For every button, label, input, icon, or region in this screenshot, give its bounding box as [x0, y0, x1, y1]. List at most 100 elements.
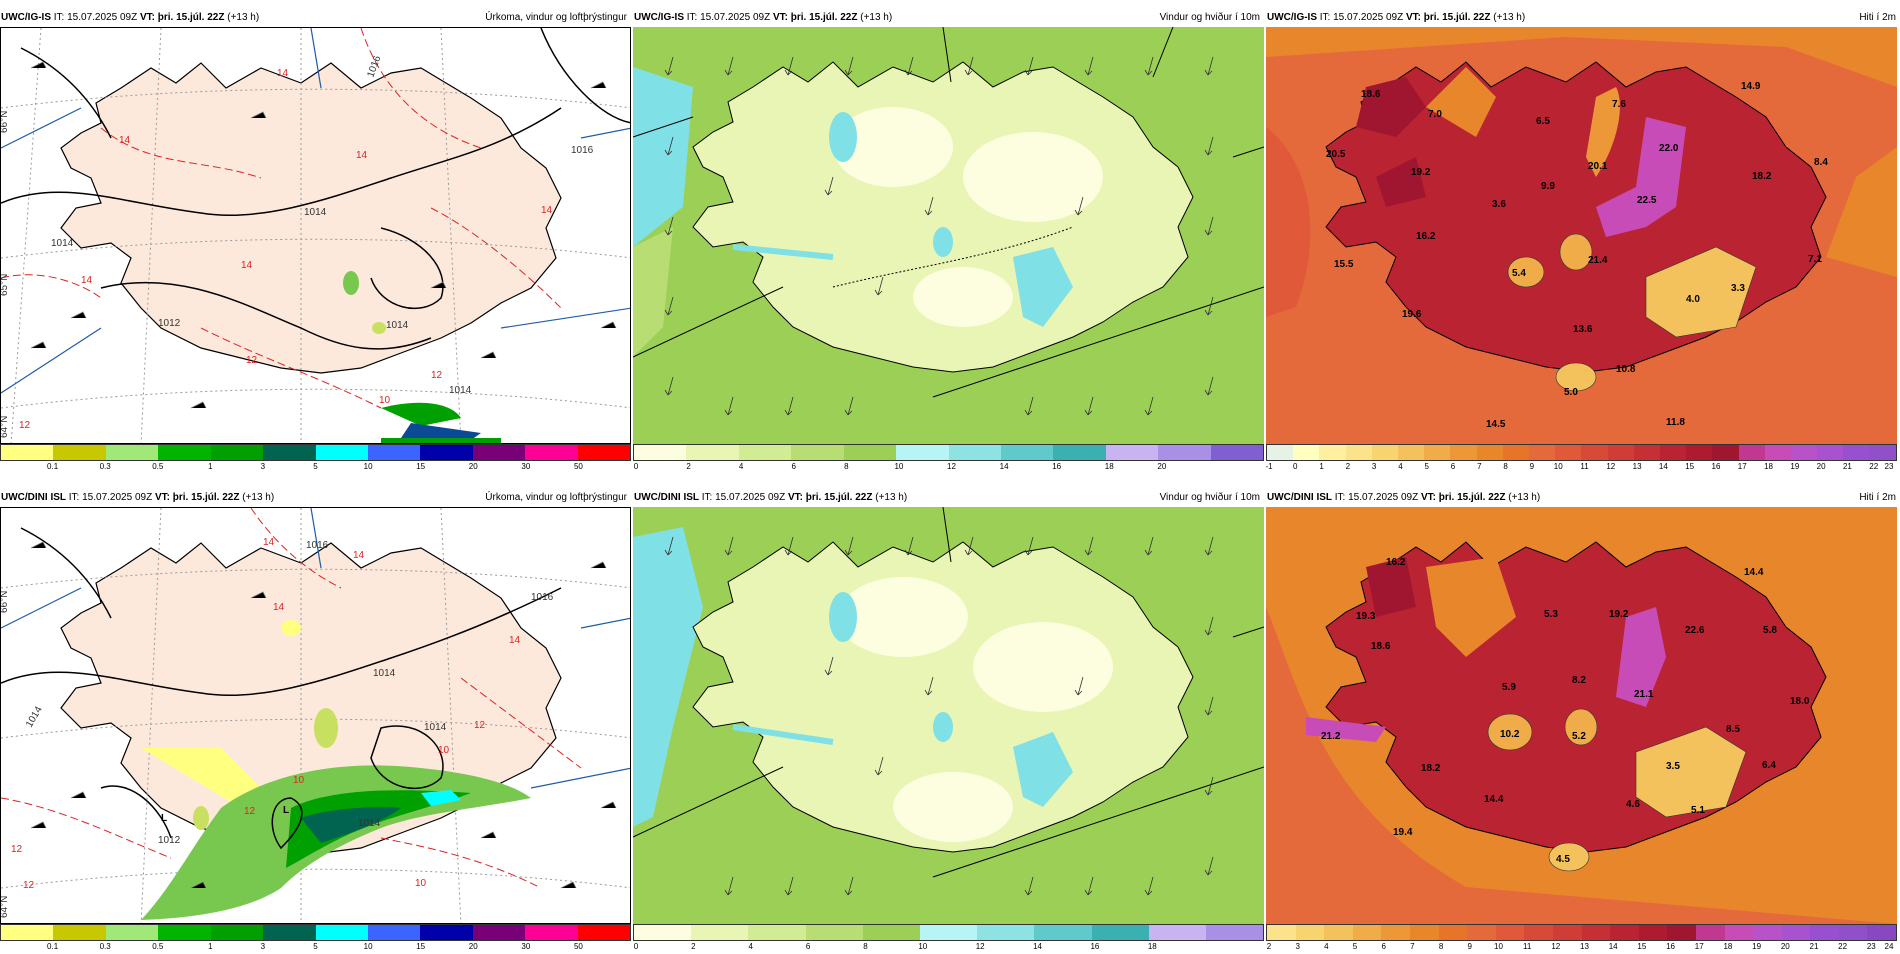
- colorbar-swatch: [1210, 445, 1264, 460]
- colorbar-swatch: [1034, 925, 1092, 940]
- panel-field-title: Hiti í 2m: [1859, 492, 1896, 503]
- panel-field-title: Úrkoma, vindur og loftþrýstingur: [485, 492, 627, 503]
- colorbar-tick-label: 15: [416, 462, 426, 471]
- lead-time: (+13 h): [242, 492, 275, 503]
- colorbar-swatch: [210, 445, 264, 460]
- temperature-isoline-label: 14: [273, 602, 285, 613]
- colorbar-swatch: [1, 925, 54, 940]
- panel-precip-dini: UWC/DINI ISL IT: 15.07.2025 09Z VT: þri.…: [0, 489, 631, 954]
- colorbar-swatch: [263, 445, 316, 460]
- temperature-value-label: 5.4: [1512, 268, 1526, 279]
- colorbar-tick-label: 20: [468, 942, 478, 951]
- colorbar-swatch: [738, 445, 792, 460]
- wind-colorbar: 0 2 4 6 8 10 12 14 16 18 20: [633, 444, 1264, 474]
- temperature-value-label: 14.4: [1744, 567, 1764, 578]
- colorbar-swatch: [748, 925, 806, 940]
- precip-map[interactable]: 1016 1016 1014 1014 1012 1014 1014 14 14…: [0, 27, 631, 444]
- colorbar-tick-label: 2: [686, 462, 691, 471]
- temperature-map[interactable]: 16.2 14.4 19.3 5.3 19.2 18.6 22.6 5.8 5.…: [1266, 507, 1897, 924]
- temperature-value-labels: 18.6 7.0 6.5 7.6 14.9 20.5 19.2 20.1 22.…: [1326, 81, 1828, 430]
- temperature-value-label: 4.6: [1626, 799, 1640, 810]
- vt-label: VT:: [787, 492, 803, 503]
- colorbar-tick-label: 12: [975, 942, 985, 951]
- colorbar-tick-label: 1: [208, 462, 213, 471]
- colorbar-tick-label: 7: [1410, 942, 1415, 951]
- temperature-isoline-label: 14: [353, 550, 365, 561]
- colorbar-tick-label: 11: [1580, 462, 1589, 471]
- colorbar-tick-label: 50: [573, 462, 583, 471]
- colorbar-swatch: [1381, 925, 1410, 940]
- temperature-value-label: 16.2: [1386, 557, 1406, 568]
- temperature-isoline-label: 14: [119, 135, 131, 146]
- temperature-value-label: 4.0: [1686, 294, 1700, 305]
- panel-field-title: Vindur og hviður í 10m: [1159, 12, 1260, 23]
- temperature-isoline-label: 14: [263, 537, 275, 548]
- isobar-label: 1016: [306, 540, 329, 551]
- colorbar-swatch: [1607, 445, 1634, 460]
- colorbar-swatch: [105, 445, 159, 460]
- init-time: 15.07.2025 09Z: [1348, 492, 1419, 503]
- colorbar-tick-label: 10: [363, 942, 373, 951]
- wind-map[interactable]: [633, 27, 1264, 444]
- colorbar-swatch: [686, 445, 739, 460]
- colorbar-swatch: [1148, 925, 1206, 940]
- colorbar-swatch: [977, 925, 1035, 940]
- temperature-isoline-label: 12: [474, 720, 486, 731]
- temperature-isoline-label: 12: [19, 420, 31, 431]
- colorbar-swatch: [525, 445, 578, 460]
- wind-map[interactable]: [633, 507, 1264, 924]
- wind-arrows: [664, 56, 1214, 416]
- vt-label: VT:: [1420, 492, 1436, 503]
- colorbar-tick-label: 10: [1494, 942, 1503, 951]
- isobar-label: 1014: [424, 722, 447, 733]
- panel-header: UWC/IG-IS IT: 15.07.2025 09Z VT: þri. 15…: [633, 9, 1264, 27]
- colorbar-tick-label: 0: [1293, 462, 1298, 471]
- colorbar-tick-label: 3: [260, 462, 266, 471]
- colorbar-swatch: [1738, 445, 1765, 460]
- colorbar-swatch: [525, 925, 578, 940]
- colorbar-tick-label: 18: [1764, 462, 1773, 471]
- model-name: UWC/DINI ISL: [634, 492, 699, 503]
- colorbar-swatches: [1266, 924, 1897, 941]
- temperature-value-label: 19.2: [1609, 609, 1629, 620]
- colorbar-swatch: [472, 445, 526, 460]
- colorbar-swatch: [1053, 445, 1106, 460]
- colorbar-swatch: [1398, 445, 1425, 460]
- wind-barbs: [30, 541, 617, 889]
- temperature-isoline-label: 14: [356, 150, 368, 161]
- precip-map[interactable]: 1016 1016 1014 1014 1014 1012 1014 14 14…: [0, 507, 631, 924]
- panel-header: UWC/DINI ISL IT: 15.07.2025 09Z VT: þri.…: [1266, 489, 1900, 507]
- temperature-isoline-label: 14: [509, 635, 521, 646]
- colorbar-swatch: [1, 445, 54, 460]
- colorbar-swatch: [472, 925, 526, 940]
- isobar-label: 1014: [373, 668, 396, 679]
- colorbar-swatches: [633, 444, 1264, 461]
- colorbar-tick-label: 10: [894, 462, 904, 471]
- temperature-value-label: 7.1: [1808, 254, 1822, 265]
- temperature-map[interactable]: 18.6 7.0 6.5 7.6 14.9 20.5 19.2 20.1 22.…: [1266, 27, 1897, 444]
- colorbar-tick-label: 8: [1503, 462, 1508, 471]
- temperature-value-label: 5.0: [1564, 387, 1578, 398]
- colorbar-tick-label: 18: [1723, 942, 1733, 951]
- colorbar-swatch: [1764, 445, 1792, 460]
- valid-time: þri. 15.júl. 22Z: [790, 12, 858, 23]
- colorbar-tick-label: 14: [1608, 942, 1618, 951]
- model-name: UWC/IG-IS: [634, 12, 684, 23]
- colorbar-swatch: [1158, 445, 1211, 460]
- wind-barbs: [30, 61, 617, 409]
- temperature-value-label: 18.2: [1752, 171, 1772, 182]
- colorbar-tick-label: 1: [1319, 462, 1324, 471]
- init-time: 15.07.2025 09Z: [82, 492, 153, 503]
- temperature-value-label: 7.0: [1428, 109, 1442, 120]
- colorbar-tick-label: 2: [1345, 462, 1351, 471]
- colorbar-tick-label: 20: [468, 462, 478, 471]
- colorbar-tick-label: 0.3: [99, 942, 111, 951]
- colorbar-swatch: [1810, 925, 1839, 940]
- temperature-value-label: 19.4: [1393, 827, 1413, 838]
- colorbar-swatch: [1524, 925, 1553, 940]
- vt-label: VT:: [772, 12, 788, 23]
- colorbar-swatch: [53, 445, 106, 460]
- panel-wind-igis: UWC/IG-IS IT: 15.07.2025 09Z VT: þri. 15…: [633, 9, 1264, 474]
- colorbar-swatches: [0, 924, 631, 941]
- precip-colorbar: 0.1 0.3 0.5 1 3 5 10 15 20 30 50: [0, 444, 631, 474]
